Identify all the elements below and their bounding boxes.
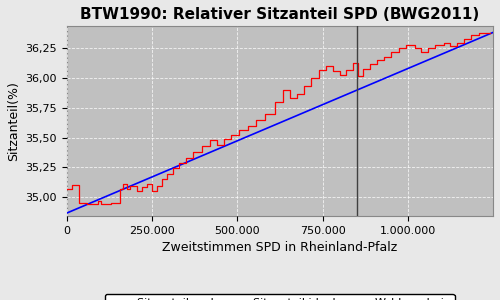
Legend: Sitzanteil real, Sitzanteil ideal, Wahlergebnis: Sitzanteil real, Sitzanteil ideal, Wahle… [105, 294, 455, 300]
X-axis label: Zweitstimmen SPD in Rheinland-Pfalz: Zweitstimmen SPD in Rheinland-Pfalz [162, 241, 398, 254]
Y-axis label: Sitzanteil(%): Sitzanteil(%) [7, 81, 20, 161]
Title: BTW1990: Relativer Sitzanteil SPD (BWG2011): BTW1990: Relativer Sitzanteil SPD (BWG20… [80, 7, 479, 22]
